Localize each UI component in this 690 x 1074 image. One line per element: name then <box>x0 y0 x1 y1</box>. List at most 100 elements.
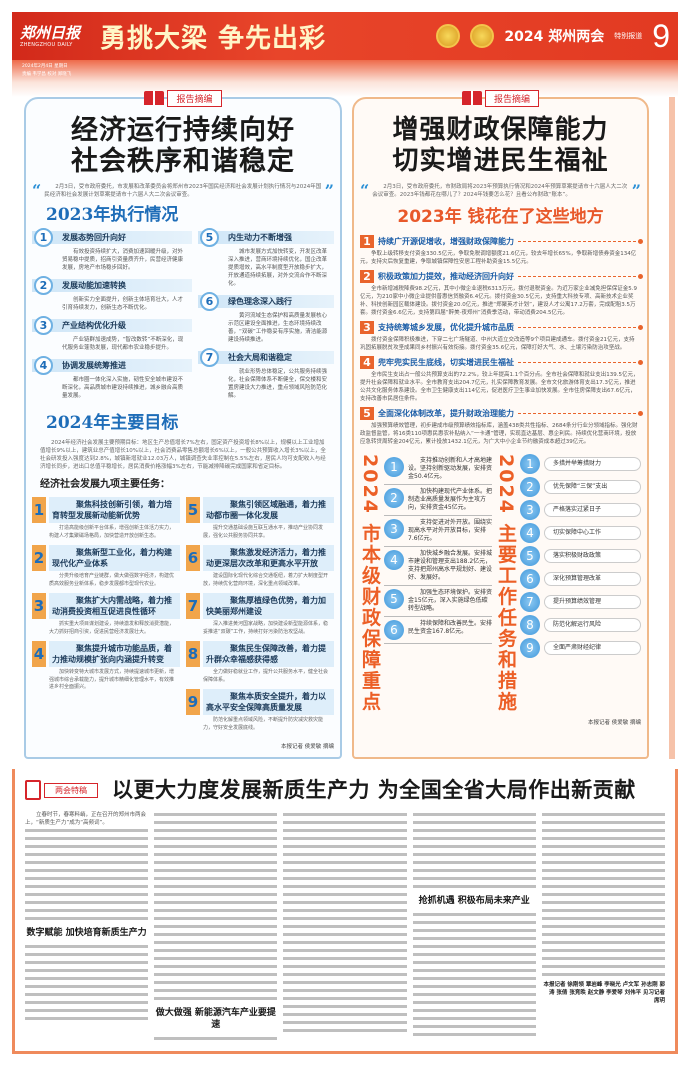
number-circle: 4 <box>384 550 404 570</box>
spending-title: 兜牢兜实民生底线，切实增进民生福祉 <box>378 358 514 367</box>
task-item: 9 聚焦本质安全提升，着力以高水平安全保障高质量发展 防范化解重点领域风险，不断提升… <box>186 689 334 732</box>
task-description: 加快转变特大城市发展方式，持续提速城市更新，增强城市综合承载能力，提升城市精细化… <box>49 669 175 690</box>
goals-text: 2024年经济社会发展主要预期目标：地区生产总值增长7%左右，固定资产投资增长8… <box>40 440 326 470</box>
task-item: 5 聚焦引领区域融通，着力推动都市圈一体化发展 提升交通基础设施互联互通水平，推动产… <box>186 497 334 540</box>
task-item: 7 聚焦厚植绿色优势，着力加快美丽郑州建设 深入推进黄河国家战略，加快建设新型能源体… <box>186 593 334 636</box>
left-title: 经济运行持续向好 社会秩序和谐稳定 <box>32 115 334 177</box>
newspaper-logo: 郑州日报 <box>20 23 81 42</box>
focus-item: 2 加快构建现代产业体系。把制造业高质量发展作为主攻方向，安排资金45亿元。 <box>384 485 492 516</box>
item-heading: 发展动能加速转换 2 <box>32 276 192 295</box>
report-tag-right: 报告摘编 <box>360 89 641 107</box>
task-heading: 聚焦引领区域融通，着力推动都市圈一体化发展 <box>203 497 334 523</box>
task-number: 6 <box>186 545 200 571</box>
body-text <box>25 827 149 923</box>
subhead: 数字赋能 加快培育新质生产力 <box>26 928 147 938</box>
plans-columns: 2024 市本级财政保障重点 1 支持推动创新和人才高地建设。坚持创新驱动发展，安… <box>359 454 641 713</box>
spending-heading: 1 持续广开源促增收，增强财政保障能力 <box>360 235 643 248</box>
number-badge: 4 <box>360 356 374 369</box>
tasks-title: 2024 主要工作任务和措施 <box>495 454 517 713</box>
task-heading-row: 5 聚焦引领区域融通，着力推动都市圈一体化发展 <box>186 497 334 523</box>
task-description: 抓实重大项目谋划建设，持续激发和释放消费潜能，大力抓好招商引资，促进民营经济发展… <box>49 621 175 635</box>
task-text: 优先保障“三保”支出 <box>544 480 641 494</box>
quote-close-icon: ” <box>631 181 641 200</box>
spending-items: 1 持续广开源促增收，增强财政保障能力 争取上级转移支付资金330.5亿元，争取免税… <box>360 235 643 446</box>
focus-item: 3 支持促进对外开放。围绕实现高水平对外开放目标，安排7.6亿元。 <box>384 516 492 547</box>
item-heading-text: 内生动力不断增强 <box>228 233 292 242</box>
task-text: 提升预算绩效管理 <box>544 595 641 609</box>
logo-block: 郑州日报 ZHENGZHOU DAILY <box>20 24 90 49</box>
number-badge: 5 <box>200 228 219 247</box>
number-circle: 9 <box>520 638 540 658</box>
task-pill: 6 深化预算管理改革 <box>520 569 641 589</box>
body-text <box>412 911 536 1039</box>
right-intro: 2月3日，受市政府委托，市财政局将2023年预算执行情况和2024年预算草案提请… <box>372 184 628 198</box>
focus-list: 1 支持推动创新和人才高地建设。坚持创新驱动发展，安排资金50.4亿元。 2 加快构建… <box>384 454 492 644</box>
article-headline: 以更大力度发展新质生产力 为全国全省大局作出新贡献 <box>112 778 636 802</box>
items-col-b: 内生动力不断增强 5 城市发展方式加快转变，开发区改革深入推进，营商环境持续优化，国… <box>198 228 334 407</box>
task-pill: 5 落实积极财政政策 <box>520 546 641 566</box>
title-line: 社会秩序和谐稳定 <box>71 146 295 177</box>
article-head: 两会特稿 以更大力度发展新质生产力 为全国全省大局作出新贡献 <box>25 777 665 803</box>
task-text: 多措并举筹措财力 <box>544 457 641 471</box>
focus-text: 支持推动创新和人才高地建设。坚持创新驱动发展，安排资金50.4亿元。 <box>408 457 493 480</box>
spending-item: 5 全面深化体制改革，提升财政治理能力 加强预算绩效管理，初步建成市级预算绩效指标库… <box>360 407 643 446</box>
tasks-col-b: 5 聚焦引领区域融通，着力推动都市圈一体化发展 提升交通基础设施互联互通水平，推动产… <box>186 497 334 737</box>
number-badge: 3 <box>360 321 374 334</box>
focus-text: 加快城乡融合发展。安排城市建设和管理支出188.2亿元，支持把郑州高水平规划好、… <box>408 550 493 581</box>
focus-text: 持续保障和改善民生。安排民生资金167.8亿元。 <box>408 620 493 635</box>
item-heading-text: 产业结构优化升级 <box>62 321 126 330</box>
task-description: 全力做好稳就业工作，提升公共服务水平，健全社会保障体系。 <box>203 669 329 683</box>
page-number: 9 <box>652 18 670 54</box>
task-text: 严格落实过紧日子 <box>544 503 641 517</box>
task-pill: 3 严格落实过紧日子 <box>520 500 641 520</box>
task-pill: 1 多措并举筹措财力 <box>520 454 641 474</box>
number-badge: 1 <box>34 228 53 247</box>
item-heading: 协调发展统筹推进 4 <box>32 356 192 375</box>
item-heading: 发展态势回升向好 1 <box>32 228 192 247</box>
tag-label: 报告摘编 <box>167 89 222 107</box>
task-description: 建设国际化现代化综合交通枢纽，着力扩大制度型开放，持续优化营商环境，深化重点领域… <box>203 573 329 587</box>
article-lead: 立春时节，春寒料峭，正在召开的郑州市两会上，“新质生产力”成为“高频词”。 <box>25 812 147 826</box>
task-heading-row: 8 聚焦民生保障改善，着力提升群众幸福感获得感 <box>186 641 334 667</box>
task-item: 1 聚焦科技创新引领，着力培育转型发展新动能新优势 打造高能级创新平台体系，增强创新… <box>32 497 180 540</box>
number-circle: 6 <box>384 620 404 640</box>
subhead: 做大做强 新能源汽车产业要提速 <box>155 1008 276 1030</box>
task-heading: 聚焦科技创新引领，着力培育转型发展新动能新优势 <box>49 497 180 523</box>
task-description: 防范化解重点领域风险，不断提升防灾减灾救灾能力，守好安全发展底线。 <box>203 717 324 731</box>
subhead: 抢抓机遇 积极布局未来产业 <box>418 896 530 906</box>
focus-item: 4 加快城乡融合发展。安排城市建设和管理支出188.2亿元，支持把郑州高水平规划好… <box>384 547 492 586</box>
spending-heading: 4 兜牢兜实民生底线，切实增进民生福祉 <box>360 356 643 369</box>
spending-item: 3 支持统筹城乡发展，优化提升城市品质 拨付资金保障积极推进，下穿二七广场隧道、中州… <box>360 321 643 352</box>
task-heading: 聚焦激发经济活力，着力推动更深层次改革和更高水平开放 <box>203 545 334 571</box>
book-icon <box>461 91 482 105</box>
summary-item: 协调发展统筹推进 4 都市圈一体化深入实施，韧性安全城市建设不断深化，高品质城市建设… <box>32 356 192 400</box>
dotted-rule <box>518 274 643 279</box>
feature-tag: 两会特稿 <box>25 780 98 800</box>
task-heading: 聚焦提升城市功能品质，着力推动规模扩张向内涵提升转变 <box>49 641 180 667</box>
article-column-5: 本报记者 徐刚领 覃岩峰 李晓光 卢文军 孙志刚 郭涛 张倩 张竞昳 赵文静 李… <box>541 811 666 1005</box>
item-description: 创新实力全面提升，创新主体培育壮大，人才引育持续发力，创新生态不断优化。 <box>62 297 184 311</box>
item-description: 有效投资持续扩大，消费加速回暖升级，对外贸易稳中提质，招商引资量质齐升，民营经济… <box>62 249 184 271</box>
document-icon <box>25 780 41 800</box>
body-text <box>25 943 149 1023</box>
body-text <box>412 811 536 891</box>
task-pill: 8 防范化解运行风险 <box>520 615 641 635</box>
task-description: 深入推进黄河国家战略，加快建设新型能源体系，稳妥推进“双碳”工作，持续打好污染防… <box>203 621 329 635</box>
task-item: 3 聚焦扩大内需战略，着力推动消费投资相互促进良性循环 抓实重大项目谋划建设，持续激… <box>32 593 180 636</box>
number-circle: 1 <box>520 454 540 474</box>
focus-text: 加强生态环境保护。安排资金15亿元，深入实施绿色低碳转型战略。 <box>408 589 493 612</box>
spending-heading: 2 积极政策加力提效，推动经济回升向好 <box>360 270 643 283</box>
tasks-list: 1 多措并举筹措财力 2 优先保障“三保”支出 3 严格落实过紧日子 4 切实保障中心工作 5 落… <box>520 454 641 661</box>
body-text <box>154 811 278 1003</box>
number-circle: 5 <box>520 546 540 566</box>
item-description: 都市圈一体化深入实施，韧性安全城市建设不断深化，高品质城市建设持续推进，城乡融合… <box>62 377 184 399</box>
spending-item: 1 持续广开源促增收，增强财政保障能力 争取上级转移支付资金330.5亿元，争取免税… <box>360 235 643 266</box>
item-heading-text: 社会大局和谐稳定 <box>228 353 292 362</box>
task-text: 深化预算管理改革 <box>544 572 641 586</box>
section-2023: 2023年执行情况 <box>46 205 179 225</box>
page-edge-strip <box>669 97 675 759</box>
task-heading: 聚焦扩大内需战略，着力推动消费投资相互促进良性循环 <box>49 593 180 619</box>
editors: 责编 韦学昌 校对 郑晓飞 <box>22 72 72 77</box>
section-title: 2024 郑州两会 <box>504 29 605 45</box>
article-columns: 立春时节，春寒料峭，正在召开的郑州市两会上，“新质生产力”成为“高频词”。 数字… <box>25 811 666 1043</box>
